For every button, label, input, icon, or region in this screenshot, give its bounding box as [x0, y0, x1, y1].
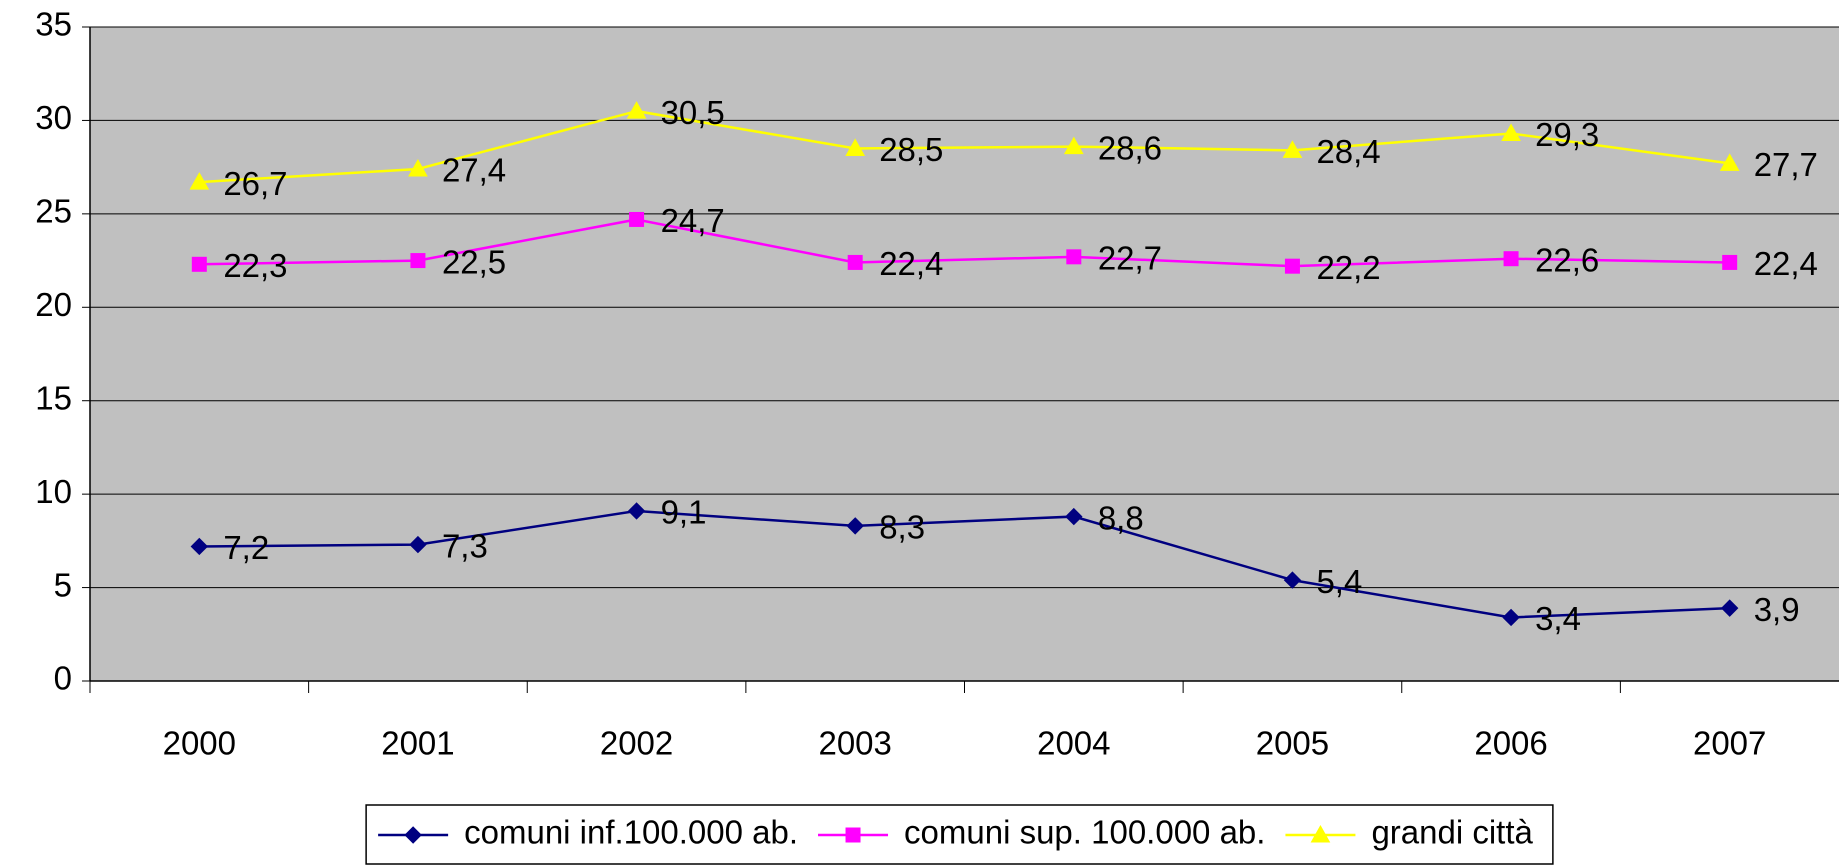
data-label: 22,6 [1535, 241, 1599, 278]
marker [1720, 599, 1739, 617]
y-tick-label: 20 [35, 286, 72, 323]
series-line [199, 109, 1730, 184]
legend-marker [845, 827, 861, 843]
data-label: 7,2 [223, 529, 269, 566]
data-label: 22,5 [442, 243, 506, 280]
x-tick-label: 2003 [818, 725, 891, 762]
marker [1282, 140, 1303, 158]
y-tick-label: 0 [54, 660, 72, 697]
data-label: 28,6 [1098, 129, 1162, 166]
marker [189, 172, 210, 190]
x-tick-label: 2001 [381, 725, 454, 762]
data-label: 30,5 [661, 94, 725, 131]
y-tick-label: 10 [35, 473, 72, 510]
legend: comuni inf.100.000 ab. comuni sup. 100.00… [365, 804, 1554, 865]
legend-marker [404, 826, 422, 844]
data-label: 29,3 [1535, 116, 1599, 153]
x-tick-label: 2000 [163, 725, 236, 762]
legend-label: grandi città [1371, 814, 1533, 851]
marker [629, 211, 645, 227]
data-label: 8,8 [1098, 499, 1144, 536]
marker [1065, 507, 1083, 526]
marker [845, 138, 866, 156]
marker [1719, 153, 1740, 171]
marker [847, 254, 863, 270]
marker [190, 537, 209, 556]
data-label: 22,4 [879, 245, 943, 282]
y-tick-label: 5 [54, 566, 72, 603]
plot-area [90, 27, 1839, 681]
marker [410, 253, 426, 269]
data-label: 3,9 [1754, 591, 1800, 628]
data-label: 3,4 [1535, 600, 1581, 637]
data-label: 22,4 [1754, 245, 1818, 282]
legend-label: comuni inf.100.000 ab. [464, 814, 798, 851]
series-line [199, 509, 1730, 619]
marker [1502, 608, 1520, 627]
x-tick-label: 2004 [1037, 725, 1110, 762]
marker [1063, 136, 1084, 155]
x-tick-label: 2006 [1474, 725, 1547, 762]
data-label: 28,4 [1316, 133, 1380, 170]
marker [408, 158, 428, 177]
marker [846, 517, 864, 535]
marker [1501, 123, 1521, 142]
marker [191, 256, 207, 272]
y-tick-label: 25 [35, 193, 72, 230]
series-line [199, 218, 1730, 268]
data-label: 8,3 [879, 509, 925, 546]
data-label: 22,3 [223, 247, 287, 284]
marker [1066, 249, 1082, 265]
x-tick-label: 2007 [1693, 725, 1766, 762]
data-label: 9,1 [661, 494, 707, 531]
marker [627, 502, 646, 520]
data-label: 26,7 [223, 165, 287, 202]
x-tick-label: 2005 [1256, 725, 1329, 762]
marker [1284, 258, 1300, 274]
data-label: 5,4 [1316, 563, 1362, 600]
data-label: 28,5 [879, 131, 943, 168]
y-tick-label: 30 [35, 99, 72, 136]
data-label: 24,7 [661, 202, 725, 239]
legend-marker [1310, 824, 1331, 843]
y-tick-label: 35 [35, 6, 72, 43]
data-label: 22,2 [1316, 249, 1380, 286]
data-label: 27,4 [442, 152, 506, 189]
x-tick-label: 2002 [600, 725, 673, 762]
marker [409, 535, 427, 554]
data-label: 7,3 [442, 527, 488, 564]
marker [1722, 254, 1738, 270]
legend-label: comuni sup. 100.000 ab. [904, 814, 1265, 851]
data-label: 27,7 [1754, 146, 1818, 183]
marker [1283, 571, 1302, 589]
y-tick-label: 15 [35, 379, 72, 416]
marker [1503, 251, 1519, 267]
data-label: 22,7 [1098, 240, 1162, 277]
marker [626, 101, 647, 119]
